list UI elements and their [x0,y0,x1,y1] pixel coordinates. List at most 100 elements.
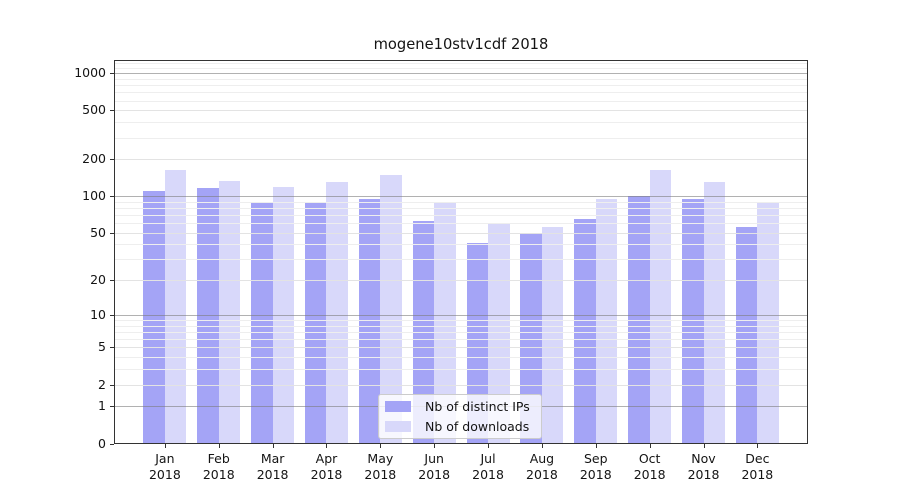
x-tick-label-nov: Nov 2018 [687,451,720,482]
x-tick-label-jan: Jan 2018 [148,451,181,482]
bar-mar-ips [251,202,273,444]
y-tick-label: 1000 [74,65,106,81]
x-tick-mark [595,444,597,448]
y-tick-label: 500 [82,102,106,118]
x-tick-label-dec: Dec 2018 [741,451,774,482]
minor-gridline [115,100,807,102]
minor-gridline [115,63,807,65]
y-tick-label: 2 [98,376,106,392]
x-tick-mark [488,444,490,448]
x-tick-mark [164,444,166,448]
minor-gridline [115,215,807,217]
bar-dec-downloads [757,201,779,444]
minor-gridline [115,207,807,209]
bar-jul-ips [466,243,489,444]
x-tick-label-apr: Apr 2018 [310,451,343,482]
bar-nov-downloads [703,182,725,444]
x-tick-label-sep: Sep 2018 [579,451,612,482]
y-tick-label: 1 [98,398,106,414]
gridline-1000 [115,73,807,75]
x-tick-label-aug: Aug 2018 [526,451,558,482]
bar-oct-downloads [649,169,672,444]
x-tick-label-oct: Oct 2018 [633,451,666,482]
y-tick-mark [110,314,114,316]
y-tick-mark [110,443,114,445]
x-tick-mark [757,444,759,448]
legend: Nb of distinct IPs Nb of downloads [378,394,542,439]
minor-gridline [115,369,807,371]
minor-gridline [115,92,807,94]
minor-gridline [115,201,807,203]
bar-may-downloads [380,174,402,444]
gridline-100 [115,196,807,198]
x-tick-mark [326,444,328,448]
y-tick-label: 100 [82,188,106,204]
minor-gridline [115,339,807,341]
legend-row-distinct-ips: Nb of distinct IPs [385,399,533,414]
y-tick-mark [110,280,114,282]
bar-feb-downloads [218,180,241,444]
legend-swatch-downloads [385,421,411,432]
gridline-2 [115,384,807,386]
x-tick-label-mar: Mar 2018 [256,451,289,482]
bar-apr-ips [304,201,327,444]
y-tick-mark [110,110,114,112]
y-tick-label: 10 [90,306,106,322]
y-tick-label: 20 [90,272,106,288]
x-tick-label-feb: Feb 2018 [202,451,235,482]
gridline-500 [115,110,807,112]
minor-gridline [115,357,807,359]
minor-gridline [115,332,807,334]
bar-jan-downloads [164,169,187,444]
minor-gridline [115,259,807,261]
bar-apr-downloads [326,182,348,444]
bar-jan-ips [143,190,165,444]
bar-oct-ips [628,196,650,444]
x-tick-mark [218,444,220,448]
legend-label-distinct-ips: Nb of distinct IPs [425,399,530,414]
y-tick-label: 200 [82,151,106,167]
gridline-5 [115,347,807,349]
x-tick-label-jul: Jul 2018 [472,451,504,482]
bar-jun-downloads [434,201,456,444]
minor-gridline [115,320,807,322]
bar-aug-ips [520,232,542,444]
y-tick-mark [110,73,114,75]
minor-gridline [115,223,807,225]
y-tick-label: 50 [90,224,106,240]
gridline-200 [115,159,807,161]
gridline-10 [115,314,807,316]
x-tick-label-jun: Jun 2018 [418,451,451,482]
y-tick-label: 0 [98,435,106,451]
x-tick-mark [434,444,436,448]
x-tick-label-may: May 2018 [364,451,397,482]
bar-jul-downloads [488,223,510,444]
x-tick-mark [703,444,705,448]
x-tick-mark [272,444,274,448]
y-tick-label: 5 [98,339,106,355]
minor-gridline [115,122,807,124]
legend-swatch-distinct-ips [385,401,411,412]
y-tick-mark [110,232,114,234]
gridline-50 [115,232,807,234]
x-tick-mark [541,444,543,448]
minor-gridline [115,244,807,246]
y-tick-mark [110,384,114,386]
x-tick-mark [380,444,382,448]
minor-gridline [115,137,807,139]
x-tick-mark [649,444,651,448]
minor-gridline [115,68,807,70]
minor-gridline [115,85,807,87]
y-tick-mark [110,406,114,408]
minor-gridline [115,325,807,327]
y-tick-mark [110,196,114,198]
minor-gridline [115,78,807,80]
bar-sep-downloads [595,199,618,444]
bar-sep-ips [574,218,596,444]
chart-title: mogene10stv1cdf 2018 [373,36,549,53]
gridline-20 [115,280,807,282]
y-tick-mark [110,347,114,349]
legend-label-downloads: Nb of downloads [425,419,530,434]
y-tick-mark [110,159,114,161]
